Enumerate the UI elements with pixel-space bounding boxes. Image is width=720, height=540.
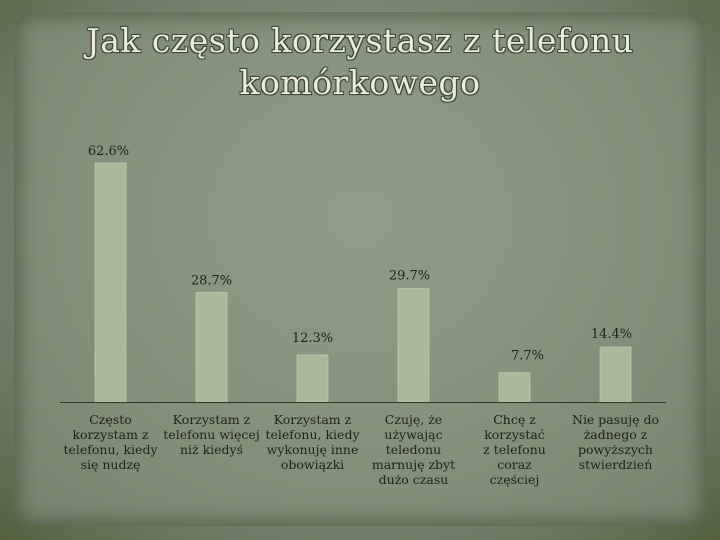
chart-title-line-1: Jak często korzystasz z telefonu	[86, 21, 634, 60]
category-label-2: Korzystam z telefonu więcej niż kiedyś	[162, 412, 262, 457]
category-label-line: dużo czasu	[378, 472, 449, 487]
category-label-line: częściej	[489, 472, 540, 487]
category-label-line: korzystam z	[72, 427, 149, 442]
category-label-line: telefonu więcej	[163, 427, 260, 442]
bar-5	[498, 372, 531, 403]
category-label-line: teledonu	[385, 442, 442, 457]
category-label-line: się nudzę	[80, 457, 141, 472]
chart-title: Jak często korzystasz z telefonu komórko…	[60, 20, 660, 104]
category-label-line: telefonu, kiedy	[63, 442, 158, 457]
data-label-6: 14.4%	[591, 327, 632, 342]
bar-6	[599, 346, 632, 403]
category-label-line: Korzystam z	[172, 412, 251, 427]
paper-panel	[14, 12, 706, 526]
category-label-line: niż kiedyś	[179, 442, 244, 457]
category-label-line: obowiązki	[280, 457, 345, 472]
data-label-3: 12.3%	[292, 331, 333, 346]
category-label-line: stwierdzień	[578, 457, 653, 472]
category-label-line: Często	[89, 412, 132, 427]
data-label-1: 62.6%	[88, 144, 129, 159]
category-label-line: wykonuję inne	[266, 442, 359, 457]
data-label-4: 29.7%	[389, 269, 430, 284]
category-label-line: żadnego z	[583, 427, 648, 442]
category-label-4: Czuję, że używając teledonu marnuję zbyt duż…	[364, 412, 464, 487]
category-label-line: powyższych	[578, 442, 653, 457]
bar-1	[94, 162, 127, 403]
bar-4	[397, 288, 430, 403]
bar-3	[296, 354, 329, 403]
category-label-line: Nie pasuję do	[572, 412, 659, 427]
category-label-1: Często korzystam z telefonu, kiedy się nudz…	[61, 412, 161, 472]
category-label-6: Nie pasuję do żadnego z powyższych stwierdz…	[566, 412, 666, 472]
category-label-line: Chcę z korzystać	[484, 412, 545, 442]
bar-2	[195, 292, 228, 403]
category-label-line: telefonu, kiedy	[265, 427, 360, 442]
category-label-line: Czuję, że	[384, 412, 443, 427]
category-label-3: Korzystam z telefonu, kiedy wykonuję inne o…	[263, 412, 363, 472]
data-label-5: 7.7%	[511, 349, 544, 364]
category-label-line: z telefonu coraz	[483, 442, 546, 472]
chart-title-line-2: komórkowego	[239, 63, 481, 102]
category-label-line: marnuję zbyt	[371, 457, 456, 472]
category-label-5: Chcę z korzystać z telefonu coraz częściej	[465, 412, 565, 487]
category-label-line: Korzystam z	[273, 412, 352, 427]
category-label-line: używając	[384, 427, 443, 442]
data-label-2: 28.7%	[191, 273, 232, 288]
